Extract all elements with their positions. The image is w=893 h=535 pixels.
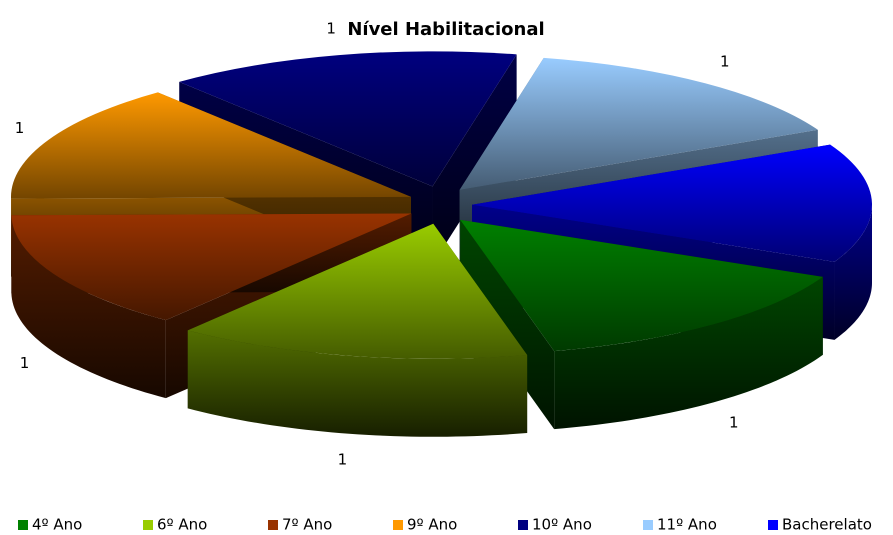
chart-title: Nível Habilitacional xyxy=(347,19,544,40)
slice xyxy=(187,223,528,359)
legend-swatch xyxy=(143,520,153,530)
legend-label: 10º Ano xyxy=(532,516,592,534)
slice-side xyxy=(460,219,555,430)
legend-swatch xyxy=(518,520,528,530)
legend-swatch xyxy=(268,520,278,530)
legend-swatch xyxy=(643,520,653,530)
slice xyxy=(459,57,818,190)
data-label: 1 xyxy=(15,119,25,137)
legend-label: 6º Ano xyxy=(157,516,207,534)
legend-label: 7º Ano xyxy=(282,516,332,534)
slice-wall xyxy=(11,215,166,399)
slice xyxy=(460,219,823,352)
slice xyxy=(471,144,872,262)
slice xyxy=(10,92,411,199)
legend-label: 9º Ano xyxy=(407,516,457,534)
data-label: 1 xyxy=(20,354,30,372)
slice-wall xyxy=(187,330,528,437)
legend-swatch xyxy=(768,520,778,530)
legend-swatch xyxy=(18,520,28,530)
legend-label: 11º Ano xyxy=(657,516,717,534)
data-label: 1 xyxy=(720,52,730,70)
slice xyxy=(11,213,412,321)
data-label: 1 xyxy=(338,451,348,469)
data-label: 1 xyxy=(326,19,336,37)
slice-wall xyxy=(554,276,823,430)
legend-label: Bacherelato xyxy=(782,516,872,534)
slice-wall xyxy=(834,204,872,340)
slice-side xyxy=(432,54,517,265)
legend-label: 4º Ano xyxy=(32,516,82,534)
data-label: 1 xyxy=(729,414,739,432)
slice xyxy=(179,51,517,187)
legend-swatch xyxy=(393,520,403,530)
